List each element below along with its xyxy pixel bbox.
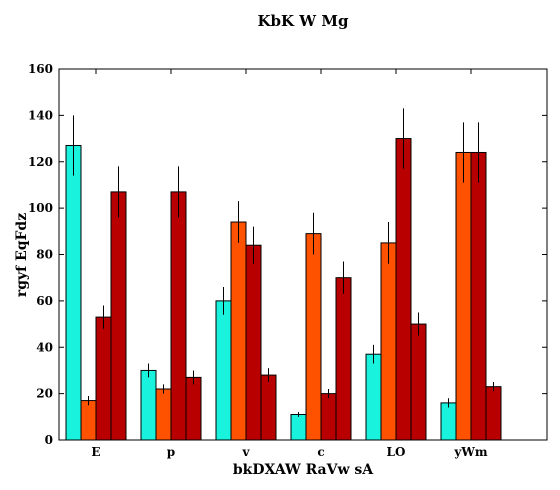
- plot-area: [65, 108, 502, 441]
- y-tick-label: 120: [28, 155, 53, 169]
- bar: [155, 388, 172, 441]
- y-tick-label: 100: [28, 201, 53, 215]
- bar: [230, 221, 247, 441]
- bar: [170, 191, 187, 441]
- y-tick-label: 60: [36, 294, 53, 308]
- y-tick-label: 40: [36, 340, 53, 354]
- bar: [215, 300, 232, 441]
- x-tick-label: c: [317, 445, 324, 459]
- y-tick-label: 0: [45, 433, 53, 447]
- bar: [290, 413, 307, 441]
- bar: [455, 151, 472, 441]
- x-tick-label: LO: [387, 445, 406, 459]
- bar: [395, 138, 412, 441]
- bar: [365, 353, 382, 441]
- bar: [260, 374, 277, 441]
- bar: [185, 376, 202, 441]
- bar: [110, 191, 127, 441]
- x-tick-label: yWm: [453, 445, 487, 459]
- bar: [380, 242, 397, 441]
- bar: [305, 233, 322, 441]
- y-tick-label: 140: [28, 108, 53, 122]
- bar: [140, 369, 157, 441]
- bar: [440, 402, 457, 441]
- bar: [80, 400, 97, 441]
- x-tick-label: v: [242, 445, 251, 459]
- y-tick-label: 160: [28, 62, 53, 76]
- bar: [410, 323, 427, 441]
- bar: [245, 244, 262, 441]
- bar: [485, 386, 502, 441]
- bar: [470, 151, 487, 441]
- bar: [65, 145, 82, 441]
- y-tick-label: 80: [36, 248, 53, 262]
- x-tick-label: E: [91, 445, 100, 459]
- y-tick-label: 20: [36, 387, 53, 401]
- bar: [95, 316, 112, 441]
- x-axis-label: bkDXAW RaVw sA: [233, 462, 374, 478]
- bar: [320, 393, 337, 441]
- bar: [335, 277, 352, 441]
- chart-title: KbK W Mg: [258, 12, 349, 30]
- y-axis-label: rgyf EqFdz: [14, 213, 30, 297]
- x-tick-label: p: [167, 445, 175, 459]
